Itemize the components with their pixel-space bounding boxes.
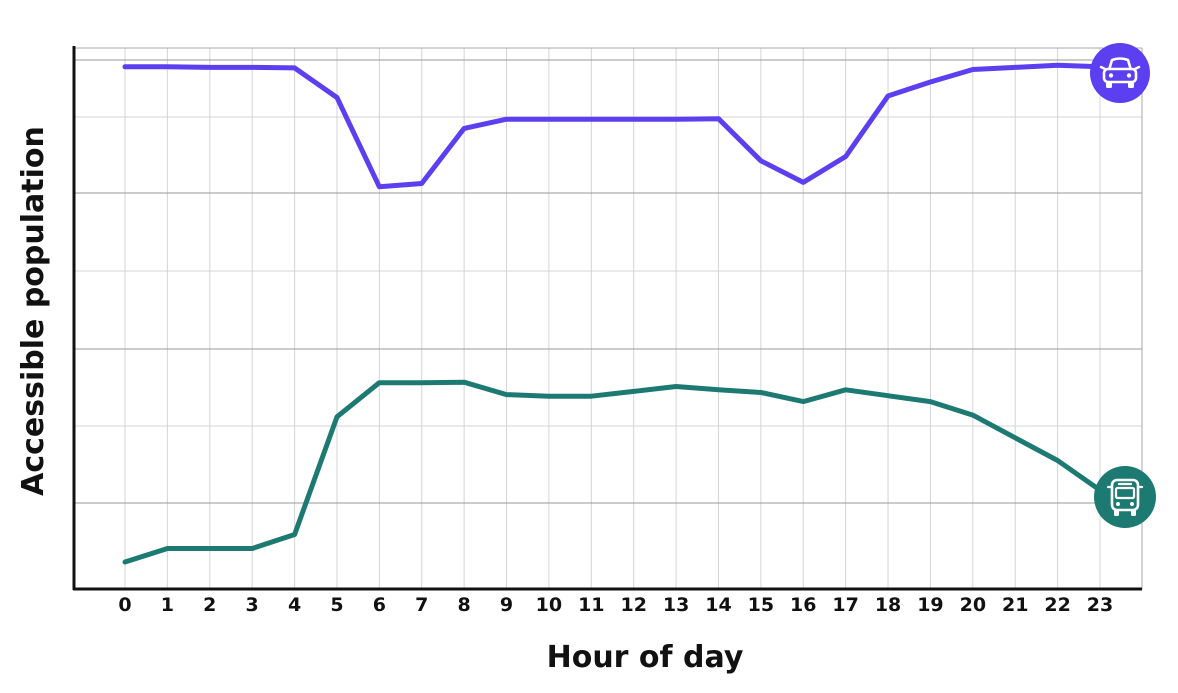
x-tick-label: 17: [832, 594, 858, 616]
x-tick-label: 4: [288, 594, 301, 616]
gridlines: [74, 48, 1142, 589]
x-tick-label: 7: [415, 594, 428, 616]
series-line-car: [122, 62, 1103, 190]
series-lines: [122, 62, 1103, 565]
axes: [72, 46, 1143, 591]
x-tick-label: 10: [536, 594, 562, 616]
x-tick-label: 13: [663, 594, 689, 616]
x-tick-label: 6: [373, 594, 386, 616]
x-tick-label: 21: [1002, 594, 1028, 616]
x-axis-title: Hour of day: [547, 640, 744, 675]
x-tick-label: 15: [748, 594, 774, 616]
x-tick-label: 0: [118, 594, 131, 616]
x-tick-label: 20: [960, 594, 986, 616]
series-line-bus: [122, 379, 1103, 565]
x-tick-label: 14: [705, 594, 731, 616]
y-axis-title: Accessible population: [16, 126, 51, 496]
x-tick-label: 12: [620, 594, 646, 616]
x-tick-label: 2: [203, 594, 216, 616]
series-end-icons: [1090, 43, 1156, 528]
x-tick-label: 16: [790, 594, 816, 616]
x-tick-label: 19: [917, 594, 943, 616]
x-tick-label: 1: [161, 594, 174, 616]
x-tick-label: 5: [330, 594, 343, 616]
x-tick-label: 3: [246, 594, 259, 616]
x-tick-label: 8: [458, 594, 471, 616]
x-tick-label: 22: [1044, 594, 1070, 616]
x-tick-label: 9: [500, 594, 513, 616]
x-tick-label: 23: [1087, 594, 1113, 616]
car-icon: [1090, 43, 1150, 103]
x-tick-label: 18: [875, 594, 901, 616]
bus-icon: [1094, 466, 1156, 528]
x-tick-labels: 0 1 2 3 4 5 6 7 8 9 10 11 12 13 14 15 16 17 18 19 20 21 22 23: [118, 594, 1113, 616]
x-tick-label: 11: [578, 594, 604, 616]
